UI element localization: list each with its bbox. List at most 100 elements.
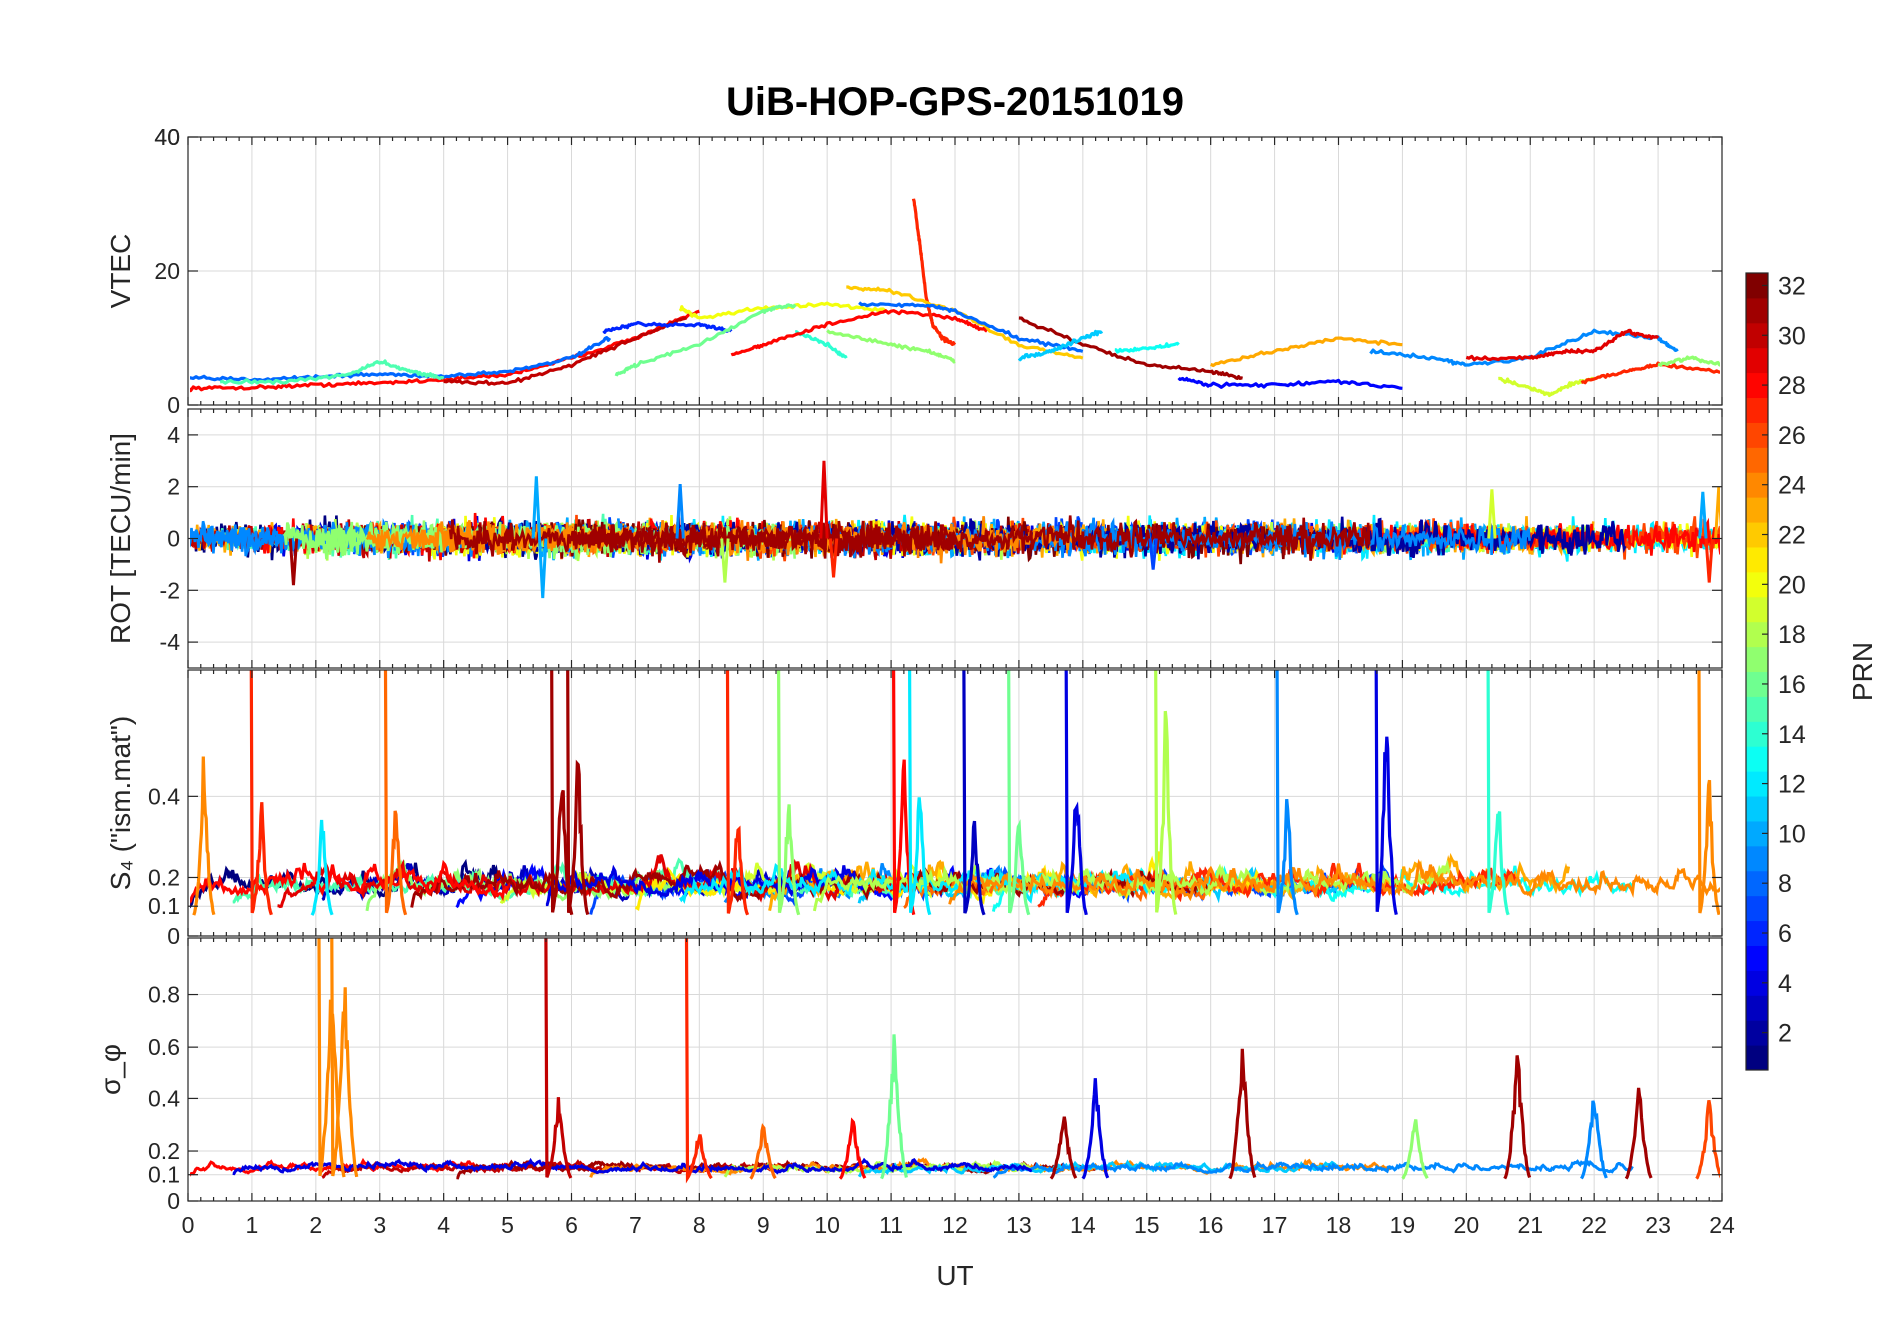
sigma_phi-peak-prn-25 xyxy=(749,1123,777,1180)
sigma_phi-peak-prn-17 xyxy=(1401,1119,1429,1180)
sigma_phi-peak-prn-9 xyxy=(1580,1100,1608,1180)
sigma_phi-series xyxy=(190,938,1720,1184)
rot-spike-prn-27 xyxy=(828,538,839,578)
y-tick-label: 20 xyxy=(154,258,180,284)
s4-line-prn-4 xyxy=(545,864,867,907)
x-tick-label: 6 xyxy=(565,1212,578,1238)
y-tick-label: 40 xyxy=(154,124,180,150)
y-axis-label-rot: ROT [TECU/min] xyxy=(105,433,136,644)
colorbar-segment xyxy=(1746,297,1768,324)
colorbar-segment xyxy=(1746,546,1768,573)
x-tick-label: 13 xyxy=(1006,1212,1032,1238)
x-tick-label: 8 xyxy=(693,1212,706,1238)
vtec-line-prn-27 xyxy=(911,198,957,346)
s4-peak-prn-3 xyxy=(962,670,986,916)
sigma_phi-peak-prn-28 xyxy=(838,1117,867,1180)
sigma_phi-peak-prn-27 xyxy=(684,938,713,1184)
x-tick-label: 0 xyxy=(182,1212,195,1238)
colorbar-segment xyxy=(1746,1045,1768,1071)
colorbar-segment xyxy=(1746,522,1768,548)
x-tick-label: 4 xyxy=(437,1212,450,1238)
y-tick-label: -4 xyxy=(160,629,181,655)
x-tick-label: 14 xyxy=(1070,1212,1096,1238)
colorbar-segment xyxy=(1746,870,1768,897)
colorbar-segment xyxy=(1746,721,1768,747)
sigma_phi-peak-prn-26 xyxy=(1695,1100,1720,1180)
colorbar-segment xyxy=(1746,845,1768,872)
x-axis-label: UT xyxy=(936,1260,973,1291)
x-tick-label: 24 xyxy=(1709,1212,1735,1238)
colorbar-tick-label: 16 xyxy=(1778,671,1806,699)
y-tick-label: 0.4 xyxy=(148,1085,180,1111)
rot-spike-prn-9 xyxy=(675,484,685,539)
s4-line-prn-28 xyxy=(190,859,509,906)
vtec-line-prn-5 xyxy=(1177,376,1403,390)
s4-peak-prn-25 xyxy=(383,670,408,916)
rot-spike-prn-10 xyxy=(1698,491,1708,539)
x-tick-label: 17 xyxy=(1262,1212,1288,1238)
colorbar-segment xyxy=(1746,596,1768,623)
panel-rot: -4 -2 0 2 4 ROT [TECU/min] xyxy=(105,408,1723,669)
s4-peak-prn-24 xyxy=(1697,670,1720,916)
y-tick-label: 2 xyxy=(167,474,180,500)
vtec-line-prn-23 xyxy=(1210,336,1403,368)
rot-spike-prn-10 xyxy=(538,538,548,599)
x-tick-label: 5 xyxy=(501,1212,514,1238)
s4-peak-prn-4 xyxy=(1064,670,1088,916)
colorbar-tick-label: 28 xyxy=(1778,372,1806,400)
colorbar-segment xyxy=(1746,273,1768,299)
s4-line-prn-29 xyxy=(277,854,918,909)
x-tick-label: 10 xyxy=(814,1212,840,1238)
y-tick-label: 0.6 xyxy=(148,1034,180,1060)
y-tick-label: 0 xyxy=(167,923,180,949)
sigma_phi-peak-prn-16 xyxy=(880,1034,908,1180)
vtec-line-prn-8 xyxy=(190,336,612,383)
vtec-line-prn-17 xyxy=(826,329,956,364)
colorbar-segment xyxy=(1746,1020,1768,1046)
colorbar-tick-label: 6 xyxy=(1778,920,1792,948)
vtec-line-prn-13 xyxy=(1114,341,1180,354)
y-tick-label: 0.4 xyxy=(148,783,180,809)
vtec-line-prn-6 xyxy=(602,320,733,334)
colorbar-segment xyxy=(1746,372,1768,399)
rot-series xyxy=(190,460,1720,599)
colorbar-tick-label: 4 xyxy=(1778,970,1792,998)
colorbar-frame xyxy=(1745,272,1769,1071)
colorbar-segment xyxy=(1746,447,1768,473)
colorbar-segment xyxy=(1746,970,1768,996)
x-tick-label: 12 xyxy=(942,1212,968,1238)
vtec-line-prn-11 xyxy=(1017,329,1104,362)
s4-peak-prn-4 xyxy=(1374,670,1398,915)
rot-line-prn-31-b xyxy=(570,522,956,554)
vtec-line-prn-16 xyxy=(614,303,797,377)
x-tick-labels: 0 1 2 3 4 5 6 7 8 9 10 11 12 13 14 15 16 17 18 19 20 21 22 23 24 xyxy=(182,1212,1735,1238)
vtec-line-prn-28 xyxy=(730,309,988,357)
x-tick-label: 23 xyxy=(1645,1212,1671,1238)
colorbar-tick-label: 8 xyxy=(1778,870,1792,898)
x-tick-label: 2 xyxy=(309,1212,322,1238)
colorbar-segment xyxy=(1746,646,1768,672)
panel-s4: 0 0.1 0.2 0.4 S₄ ("ism.mat") xyxy=(105,669,1723,949)
x-tick-label: 3 xyxy=(373,1212,386,1238)
sigma_phi-peak-prn-31 xyxy=(1624,1087,1653,1180)
y-tick-label: 0.1 xyxy=(148,893,180,919)
panel-sigma_phi: 00.10.2 0.4 0.6 0.8 σ_φ xyxy=(95,937,1723,1214)
x-tick-label: 16 xyxy=(1198,1212,1224,1238)
x-tick-label: 9 xyxy=(757,1212,770,1238)
s4-peak-prn-9 xyxy=(1275,670,1299,916)
sigma_phi-peak-prn-31 xyxy=(1228,1048,1257,1180)
vtec-line-prn-15 xyxy=(219,359,445,385)
y-tick-label: 4 xyxy=(167,422,180,448)
s4-peak-prn-24 xyxy=(192,756,216,916)
colorbar-segment xyxy=(1746,422,1768,448)
colorbar-segment xyxy=(1746,347,1768,374)
y-tick-label: 0.1 xyxy=(148,1162,180,1188)
vtec-line-prn-8 xyxy=(858,301,1084,353)
y-tick-label: 0 xyxy=(167,526,180,552)
vtec-line-prn-19 xyxy=(1497,376,1595,398)
colorbar-segment xyxy=(1746,497,1768,523)
colorbar-segment xyxy=(1746,397,1768,423)
